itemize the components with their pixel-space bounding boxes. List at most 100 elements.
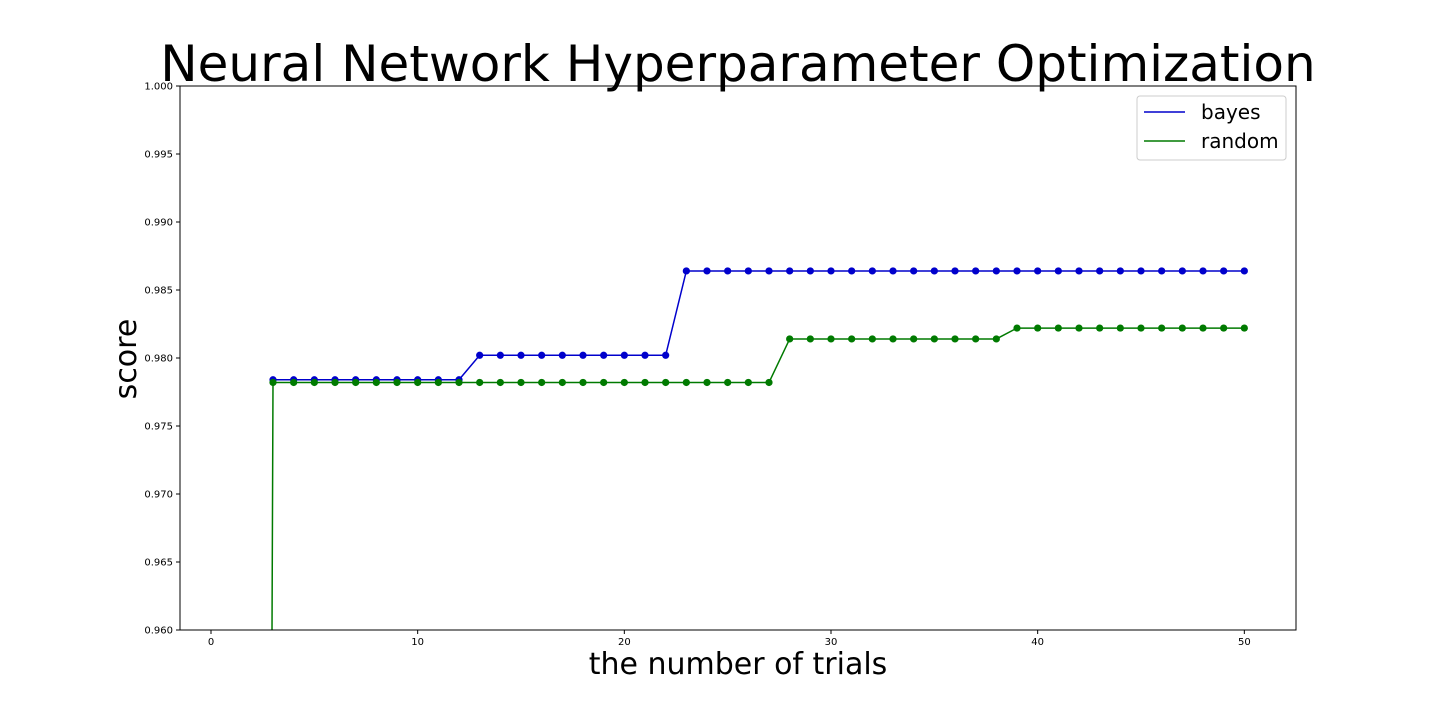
y-tick-label: 0.970 — [144, 490, 173, 501]
data-point-bayes — [517, 351, 525, 359]
data-point-random — [724, 378, 732, 387]
data-point-random — [517, 378, 525, 387]
data-point-random — [889, 335, 897, 343]
data-point-bayes — [1178, 267, 1186, 275]
data-point-bayes — [972, 267, 980, 275]
plot-frame — [179, 85, 1297, 631]
y-tick-label: 0.990 — [144, 218, 173, 229]
x-tick-label: 0 — [208, 637, 214, 648]
y-tick-label: 1.000 — [144, 82, 173, 93]
data-point-bayes — [1034, 267, 1042, 275]
y-axis: 0.960 0.965 0.970 0.975 0.980 0.985 0.990 0.995… — [144, 82, 180, 637]
data-point-bayes — [1075, 267, 1083, 275]
data-point-random — [1199, 324, 1207, 332]
data-point-bayes — [992, 267, 1000, 275]
data-point-random — [827, 335, 835, 343]
data-point-bayes — [744, 267, 752, 275]
chart-title: Neural Network Hyperparameter Optimizati… — [160, 35, 1315, 93]
data-point-bayes — [786, 267, 794, 275]
data-point-random — [1116, 324, 1124, 332]
data-point-random — [1178, 324, 1186, 332]
data-point-random — [1220, 324, 1228, 332]
data-point-bayes — [1116, 267, 1124, 275]
x-axis: 0 10 20 30 40 50 — [208, 630, 1251, 648]
data-point-bayes — [600, 351, 608, 359]
data-point-random — [1158, 324, 1166, 332]
data-point-random — [290, 378, 298, 387]
legend: bayes random — [1136, 95, 1287, 161]
data-point-random — [600, 378, 608, 387]
x-tick-label: 30 — [825, 637, 838, 648]
data-point-random — [269, 378, 277, 387]
data-point-random — [868, 335, 876, 343]
data-point-random — [372, 378, 380, 387]
series-layer — [269, 267, 1248, 630]
data-point-random — [1075, 324, 1083, 332]
data-point-bayes — [930, 267, 938, 275]
data-point-random — [1054, 324, 1062, 332]
data-point-random — [331, 378, 339, 387]
data-point-random — [848, 335, 856, 343]
data-point-random — [538, 378, 546, 387]
data-point-bayes — [641, 351, 649, 359]
data-point-bayes — [848, 267, 856, 275]
data-point-bayes — [1096, 267, 1104, 275]
data-point-random — [992, 335, 1000, 343]
data-point-bayes — [1220, 267, 1228, 275]
data-point-random — [393, 378, 401, 387]
y-tick-label: 0.995 — [144, 150, 173, 161]
data-point-random — [972, 335, 980, 343]
data-point-random — [455, 378, 463, 387]
x-tick-label: 10 — [411, 637, 424, 648]
x-tick-label: 20 — [618, 637, 631, 648]
data-point-bayes — [724, 267, 732, 275]
data-point-random — [1034, 324, 1042, 332]
y-tick-label: 0.965 — [144, 558, 173, 569]
x-axis-label: the number of trials — [589, 647, 888, 682]
data-point-bayes — [620, 351, 628, 359]
data-point-bayes — [868, 267, 876, 275]
data-point-bayes — [765, 267, 773, 275]
data-point-random — [806, 335, 814, 343]
data-point-bayes — [910, 267, 918, 275]
legend-items: bayes random — [1144, 100, 1279, 153]
y-tick-label: 0.985 — [144, 286, 173, 297]
plot-area — [179, 85, 1297, 631]
data-point-random — [1013, 324, 1021, 332]
x-tick-label: 40 — [1031, 637, 1044, 648]
data-point-random — [951, 335, 959, 343]
data-point-bayes — [1158, 267, 1166, 275]
data-point-bayes — [1199, 267, 1207, 275]
data-point-random — [496, 378, 504, 387]
data-point-random — [662, 378, 670, 387]
data-point-random — [579, 378, 587, 387]
y-tick-label: 0.960 — [144, 626, 173, 637]
series-line-random — [271, 327, 1245, 630]
data-point-random — [744, 378, 752, 387]
data-point-random — [641, 378, 649, 387]
series-random — [269, 324, 1248, 630]
y-tick-label: 0.980 — [144, 354, 173, 365]
data-point-bayes — [558, 351, 566, 359]
data-point-bayes — [662, 351, 670, 359]
data-point-random — [558, 378, 566, 387]
data-point-bayes — [1240, 267, 1248, 275]
data-point-random — [1096, 324, 1104, 332]
data-point-random — [476, 378, 484, 387]
data-point-bayes — [496, 351, 504, 359]
data-point-random — [1137, 324, 1145, 332]
data-point-random — [703, 378, 711, 387]
data-point-random — [682, 378, 690, 387]
data-point-random — [352, 378, 360, 387]
data-point-random — [1240, 324, 1248, 332]
data-point-bayes — [827, 267, 835, 275]
data-point-bayes — [1054, 267, 1062, 275]
y-axis-label: score — [109, 319, 144, 400]
data-point-bayes — [703, 267, 711, 275]
data-point-random — [930, 335, 938, 343]
data-point-bayes — [538, 351, 546, 359]
data-point-bayes — [579, 351, 587, 359]
data-point-random — [434, 378, 442, 387]
data-point-random — [765, 378, 773, 387]
